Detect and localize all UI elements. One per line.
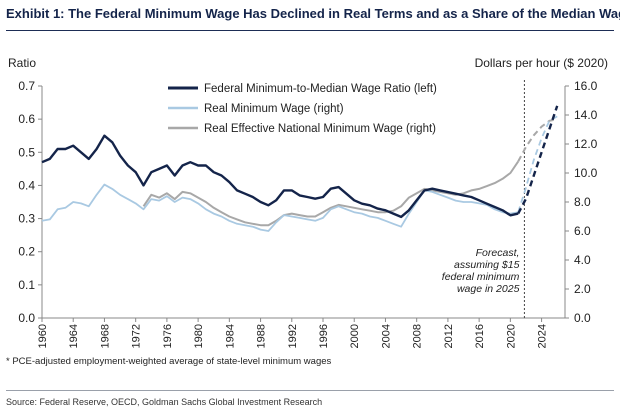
- x-tick-label: 1988: [256, 324, 268, 348]
- exhibit-title: Exhibit 1: The Federal Minimum Wage Has …: [6, 6, 620, 21]
- right-tick-label: 0.0: [574, 311, 591, 325]
- right-axis-title: Dollars per hour ($ 2020): [474, 56, 608, 70]
- forecast-annotation: wage in 2025: [457, 283, 520, 295]
- right-tick-label: 4.0: [574, 253, 591, 267]
- forecast-annotation: assuming $15: [454, 259, 520, 271]
- x-tick-label: 1968: [99, 324, 111, 348]
- source-note: Source: Federal Reserve, OECD, Goldman S…: [6, 397, 323, 407]
- right-tick-label: 14.0: [574, 108, 598, 122]
- x-tick-label: 1976: [162, 324, 174, 348]
- forecast-annotation: federal minimum: [442, 271, 520, 283]
- right-tick-label: 12.0: [574, 137, 598, 151]
- series-forecast-line: [517, 105, 559, 215]
- x-tick-label: 2004: [380, 324, 392, 348]
- right-tick-label: 8.0: [574, 195, 591, 209]
- legend-label: Real Minimum Wage (right): [204, 103, 344, 115]
- right-tick-label: 10.0: [574, 166, 598, 180]
- right-tick-label: 2.0: [574, 282, 591, 296]
- left-tick-label: 0.4: [18, 178, 35, 192]
- left-tick-label: 0.2: [18, 245, 35, 259]
- forecast-annotation: Forecast,: [476, 247, 520, 259]
- left-tick-label: 0.0: [18, 311, 35, 325]
- footnote: * PCE-adjusted employment-weighted avera…: [6, 356, 332, 367]
- series-line: [142, 160, 520, 227]
- x-tick-label: 1984: [224, 324, 236, 348]
- series-line: [41, 183, 519, 232]
- x-tick-label: 2020: [505, 324, 517, 348]
- source-divider: [6, 390, 614, 391]
- left-tick-label: 0.3: [18, 212, 35, 226]
- x-tick-label: 2012: [443, 324, 455, 348]
- series-line: [41, 134, 519, 219]
- title-divider: [6, 30, 614, 31]
- x-tick-label: 2016: [474, 324, 486, 348]
- series-forecast-line: [517, 118, 558, 162]
- left-tick-label: 0.1: [18, 278, 35, 292]
- legend-label: Federal Minimum-to-Median Wage Ratio (le…: [204, 83, 437, 95]
- x-tick-label: 1960: [37, 324, 49, 348]
- x-tick-label: 1996: [318, 324, 330, 348]
- x-tick-label: 1992: [287, 324, 299, 348]
- right-tick-label: 6.0: [574, 224, 591, 238]
- legend-label: Real Effective National Minimum Wage (ri…: [204, 123, 436, 135]
- right-tick-label: 16.0: [574, 79, 598, 93]
- x-tick-label: 1964: [68, 324, 80, 348]
- x-tick-label: 2000: [349, 324, 361, 348]
- left-tick-label: 0.5: [18, 145, 35, 159]
- left-tick-label: 0.7: [18, 79, 35, 93]
- left-tick-label: 0.6: [18, 112, 35, 126]
- x-tick-label: 1972: [131, 324, 143, 348]
- x-tick-label: 2024: [537, 324, 549, 348]
- x-tick-label: 2008: [412, 324, 424, 348]
- x-tick-label: 1980: [193, 324, 205, 348]
- left-axis-title: Ratio: [8, 56, 37, 70]
- series-forecast-line: [517, 115, 558, 213]
